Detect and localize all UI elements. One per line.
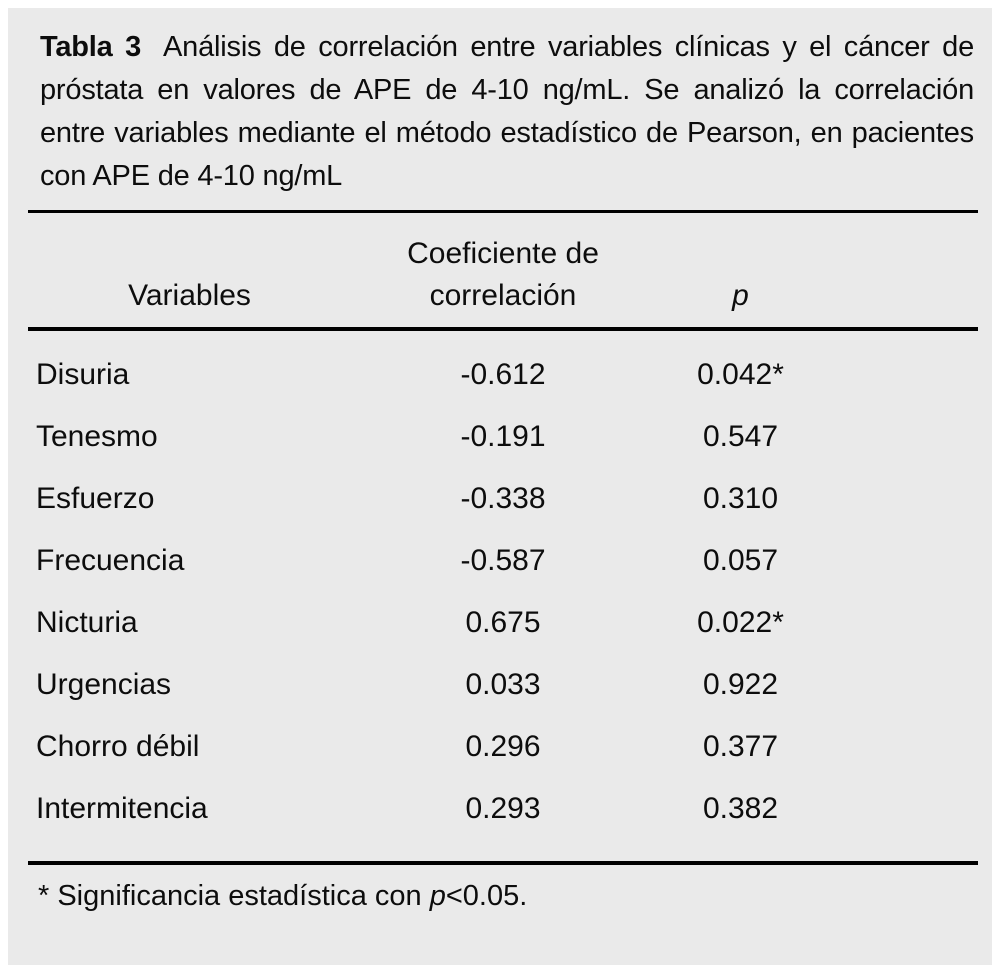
cell-spacer [826,654,978,716]
table-row-chorro-debil: Chorro débil 0.296 0.377 [28,716,978,778]
footnote-text-prefix: * Significancia estadística con [38,880,430,912]
cell-spacer [826,468,978,530]
cell-spacer [826,592,978,654]
table-caption-text: Análisis de correlación entre variables … [40,31,974,192]
table-row-urgencias: Urgencias 0.033 0.922 [28,654,978,716]
cell-variable: Chorro débil [36,730,200,763]
column-header-p-label: p [732,279,749,312]
table-caption-label: Tabla 3 [40,31,142,63]
table-footnote: * Significancia estadística con p<0.05. [38,879,978,913]
cell-p-value: 0.310 [702,482,779,515]
column-header-p: p [655,211,826,331]
table-row-nicturia: Nicturia 0.675 0.022* [28,592,978,654]
column-header-coefficient: Coeficiente de correlación [351,211,655,331]
cell-coefficient: 0.296 [465,730,541,763]
cell-p-value: 0.377 [702,730,779,763]
cell-variable: Tenesmo [36,420,158,453]
correlation-table: Variables Coeficiente de correlación p Di… [28,210,978,865]
table-caption: Tabla 3 Análisis de correlación entre var… [40,26,974,198]
cell-variable: Disuria [36,358,130,391]
cell-spacer [826,778,978,863]
table-row-disuria: Disuria -0.612 0.042* [28,329,978,406]
cell-variable: Urgencias [36,668,172,701]
header-row: Variables Coeficiente de correlación p [28,211,978,331]
table-row-frecuencia: Frecuencia -0.587 0.057 [28,530,978,592]
cell-coefficient: -0.338 [460,482,546,515]
column-header-coefficient-line2: correlación [429,279,577,312]
cell-variable: Esfuerzo [36,482,155,515]
cell-p-value: 0.922 [702,668,779,701]
cell-variable: Frecuencia [36,544,185,577]
cell-p-value: 0.022* [697,606,784,639]
cell-spacer [826,530,978,592]
footnote-p-symbol: p [429,880,446,912]
cell-p-value: 0.382 [702,792,779,825]
cell-coefficient: 0.033 [465,668,541,701]
cell-spacer [826,716,978,778]
table-header: Variables Coeficiente de correlación p [28,211,978,331]
table-body: Disuria -0.612 0.042* Tenesmo -0.191 0.5… [28,329,978,863]
cell-spacer [826,406,978,468]
table-row-esfuerzo: Esfuerzo -0.338 0.310 [28,468,978,530]
cell-coefficient: 0.293 [465,792,541,825]
cell-p-value: 0.057 [702,544,779,577]
cell-coefficient: -0.191 [460,420,546,453]
column-header-variables: Variables [28,211,351,331]
cell-variable: Nicturia [36,606,138,639]
cell-coefficient: -0.612 [460,358,546,391]
cell-p-value: 0.042* [697,358,784,391]
cell-variable: Intermitencia [36,792,208,825]
column-header-coefficient-line1: Coeficiente de [407,237,599,270]
column-header-spacer [826,211,978,331]
cell-spacer [826,329,978,406]
cell-p-value: 0.547 [702,420,779,453]
table-panel: Tabla 3 Análisis de correlación entre var… [8,8,992,965]
cell-coefficient: 0.675 [465,606,541,639]
cell-coefficient: -0.587 [460,544,546,577]
column-header-variables-label: Variables [128,279,251,312]
table-row-tenesmo: Tenesmo -0.191 0.547 [28,406,978,468]
footnote-text-suffix: <0.05. [445,880,528,912]
table-row-intermitencia: Intermitencia 0.293 0.382 [28,778,978,863]
